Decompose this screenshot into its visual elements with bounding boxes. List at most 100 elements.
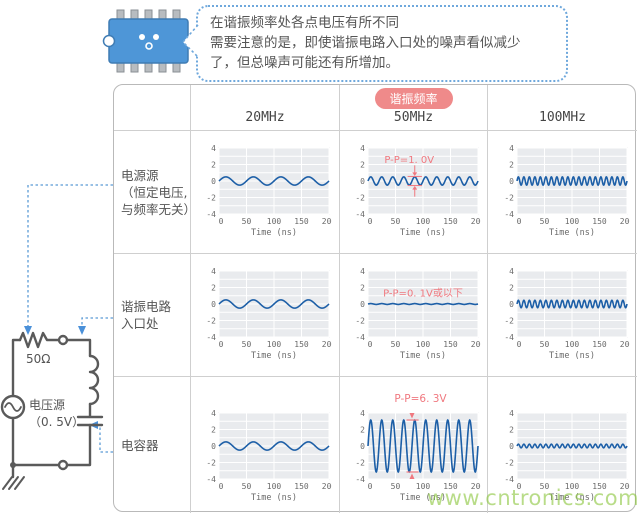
inductor-symbol [88,354,100,406]
microchip-icon [102,6,194,80]
svg-text:4: 4 [211,267,216,276]
svg-text:0: 0 [360,300,365,309]
svg-text:150: 150 [443,340,458,349]
svg-text:2: 2 [509,283,514,292]
svg-text:-2: -2 [206,458,216,467]
svg-text:100: 100 [267,217,282,226]
junction-dot [10,462,16,468]
ac-source-symbol [0,394,26,420]
svg-text:150: 150 [443,217,458,226]
svg-text:100: 100 [564,482,579,491]
svg-text:4: 4 [360,144,365,153]
waveform-chart-power-50mhz: -4 -2 0 2 4 0 50 100 150 200 Time (ns) P-P=1. 0V [347,143,485,241]
svg-text:-2: -2 [355,193,365,202]
measurement-table: 20MHz 谐振频率 50MHz 100MHz 电源源 （恒定电压, 与频率无关… [113,84,637,513]
svg-text:150: 150 [592,217,607,226]
row-label-power-source: 电源源 （恒定电压, 与频率无关） [114,131,196,254]
svg-text:2: 2 [509,160,514,169]
svg-text:0: 0 [360,177,365,186]
svg-text:0: 0 [211,177,216,186]
callout-bubble: 在谐振频率处各点电压有所不同 需要注意的是，即使谐振电路入口处的噪声看似减少 了… [196,5,568,82]
wire [11,338,22,398]
svg-text:50: 50 [390,217,400,226]
svg-text:4: 4 [509,267,514,276]
svg-text:200: 200 [619,482,629,491]
svg-text:-2: -2 [504,193,514,202]
svg-text:100: 100 [415,217,430,226]
waveform-chart-capacitor-100mhz: -4 -2 0 2 4 0 50 100 150 200 Time (ns) [496,408,634,506]
svg-text:-4: -4 [504,475,514,484]
svg-text:150: 150 [443,482,458,491]
wire [11,416,60,467]
svg-text:50: 50 [390,482,400,491]
waveform-chart-power-20mhz: -4 -2 0 2 4 0 50 100 150 200 Time (ns) [198,143,336,241]
svg-text:200: 200 [619,217,629,226]
svg-text:100: 100 [415,482,430,491]
resonance-frequency-badge: 谐振频率 [374,88,453,109]
capacitor-symbol [76,415,104,427]
svg-text:2: 2 [211,283,216,292]
svg-text:200: 200 [470,217,480,226]
svg-text:0: 0 [367,340,372,349]
waveform-chart-capacitor-20mhz: -4 -2 0 2 4 0 50 100 150 200 Time (ns) [198,408,336,506]
svg-text:100: 100 [415,340,430,349]
svg-text:150: 150 [294,217,309,226]
ground-symbol [2,476,25,490]
svg-text:0: 0 [219,340,224,349]
resistor-value-label: 50Ω [26,352,50,366]
row-label-resonant-input: 谐振电路 入口处 [114,254,191,377]
svg-text:150: 150 [592,340,607,349]
svg-text:50: 50 [539,217,549,226]
svg-text:50: 50 [390,340,400,349]
probe-arrowheads [24,326,98,429]
svg-text:150: 150 [294,482,309,491]
callout-line: 需要注意的是，即使谐振电路入口处的噪声看似减少 [210,35,521,51]
svg-text:0: 0 [509,177,514,186]
wire [66,423,92,467]
voltage-source-label: 电压源 [29,398,65,412]
waveform-chart-capacitor-50mhz: -4 -2 0 2 4 0 50 100 150 200 Time (ns) P-P=6. 3V [347,393,485,506]
svg-text:200: 200 [322,340,332,349]
peak-to-peak-annotation: P-P=6. 3V [394,393,447,405]
svg-text:Time (ns): Time (ns) [251,228,297,238]
watermark-text: www.cntronics.com [427,486,640,510]
svg-text:50: 50 [242,482,252,491]
svg-text:150: 150 [294,340,309,349]
svg-text:100: 100 [564,217,579,226]
probe-connector-lines [27,184,113,453]
svg-text:50: 50 [242,340,252,349]
svg-text:Time (ns): Time (ns) [399,493,445,503]
svg-text:Time (ns): Time (ns) [548,351,594,361]
svg-text:-2: -2 [504,316,514,325]
svg-text:-4: -4 [206,210,216,219]
svg-text:-2: -2 [206,316,216,325]
svg-text:-4: -4 [355,475,365,484]
callout-line: 在谐振频率处各点电压有所不同 [210,15,399,31]
svg-text:-4: -4 [504,210,514,219]
svg-text:-2: -2 [355,316,365,325]
svg-text:Time (ns): Time (ns) [399,228,445,238]
row-label-capacitor: 电容器 [114,377,191,513]
node-terminal [57,459,69,471]
column-header-label: 100MHz [539,110,586,125]
svg-text:2: 2 [360,425,365,434]
resistor-symbol [18,331,60,349]
svg-text:0: 0 [360,442,365,451]
svg-text:0: 0 [211,300,216,309]
svg-text:200: 200 [470,340,480,349]
svg-text:0: 0 [516,217,521,226]
column-header-20mhz: 20MHz [191,85,340,131]
svg-text:50: 50 [539,340,549,349]
svg-text:0: 0 [211,442,216,451]
column-header-50mhz: 谐振频率 50MHz [340,85,488,131]
svg-text:200: 200 [322,217,332,226]
svg-text:4: 4 [509,144,514,153]
svg-text:100: 100 [564,340,579,349]
svg-text:0: 0 [509,300,514,309]
svg-text:2: 2 [509,425,514,434]
svg-text:4: 4 [360,267,365,276]
svg-text:200: 200 [322,482,332,491]
svg-text:-4: -4 [355,210,365,219]
svg-text:50: 50 [242,217,252,226]
